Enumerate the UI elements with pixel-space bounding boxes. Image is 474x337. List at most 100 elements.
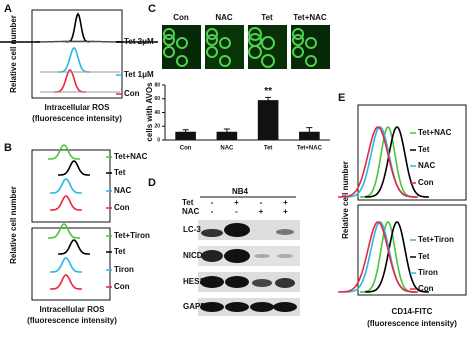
error-bar <box>306 127 313 137</box>
bar <box>175 131 196 140</box>
plot-frame <box>31 9 123 99</box>
histogram-curve <box>50 178 82 194</box>
cell <box>248 27 262 41</box>
treatment-label: NAC <box>182 207 200 216</box>
histogram-curve <box>338 126 418 198</box>
x-tick-label: Tet <box>264 146 273 152</box>
legend-label: Con <box>418 178 434 187</box>
plot-frame <box>31 149 111 223</box>
legend-label: Con <box>124 89 140 98</box>
histogram-curve <box>48 223 80 239</box>
legend-label: Tet+NAC <box>114 152 148 161</box>
cell <box>163 46 175 58</box>
treatment-sign: - <box>235 207 238 216</box>
plot-frame <box>31 227 111 301</box>
cell <box>176 55 188 67</box>
treatment-sign: + <box>234 198 239 207</box>
plot-frame <box>357 104 467 201</box>
y-tick-label: 20 <box>154 124 160 130</box>
y-label: Relative cell number <box>9 15 18 93</box>
bar <box>257 100 279 140</box>
cell <box>206 46 218 58</box>
bar <box>216 131 238 140</box>
treatment-sign: + <box>283 207 288 216</box>
histogram-curve <box>58 239 90 255</box>
x-tick-label: Tet+NAC <box>297 146 323 152</box>
treatment-sign: - <box>211 207 214 216</box>
treatment-sign: - <box>211 198 214 207</box>
legend-label: Tet <box>418 145 430 154</box>
cell <box>292 34 304 46</box>
panel-label: A <box>4 3 12 15</box>
legend-label: Tiron <box>114 265 134 274</box>
panel-label: C <box>148 3 156 15</box>
legend-label: Tet+NAC <box>418 128 452 137</box>
legend-label: Tet+Tiron <box>114 231 150 240</box>
panel-label: B <box>4 142 12 154</box>
histogram-curve <box>54 69 86 93</box>
x-tick-label: NAC <box>220 146 234 152</box>
column-header: Tet+NAC <box>293 13 327 22</box>
cell <box>163 28 175 40</box>
histogram-curve <box>50 274 82 290</box>
cell <box>219 37 231 49</box>
histogram-curve <box>50 257 82 273</box>
legend-label: Tet <box>114 168 126 177</box>
x-tick-label: Con <box>180 146 192 152</box>
histogram-curve <box>66 12 90 43</box>
legend-label: NAC <box>114 186 132 195</box>
error-bar <box>182 129 189 135</box>
y-tick-label: 0 <box>157 137 160 143</box>
plot-frame <box>357 204 467 296</box>
x-label: Intracellular ROS <box>45 103 111 112</box>
panel-label: E <box>338 92 345 104</box>
cell <box>219 55 231 67</box>
histogram-curve <box>360 126 416 198</box>
x-label: Intracellular ROS <box>40 305 106 314</box>
column-header: Con <box>173 13 189 22</box>
y-tick-label: 80 <box>154 82 160 88</box>
error-bar <box>265 96 272 104</box>
y-tick-label: 40 <box>154 110 160 116</box>
y-label: cells with AVOs <box>145 82 154 142</box>
histogram-curve <box>48 144 80 160</box>
cell <box>261 36 275 50</box>
histogram-curve <box>58 47 90 73</box>
cell-line: NB4 <box>232 187 249 196</box>
protein-label: HES1 <box>183 277 204 286</box>
legend-label: Tiron <box>418 268 438 277</box>
column-header: Tet <box>261 13 273 22</box>
cell <box>305 55 317 67</box>
histogram-curve <box>338 221 418 293</box>
column-header: NAC <box>215 13 233 22</box>
x-label: (fluorescence intensity) <box>27 316 117 325</box>
error-bar <box>223 128 230 135</box>
x-label: (fluorescence intensity) <box>32 114 122 123</box>
cell <box>292 46 304 58</box>
blots <box>198 220 300 316</box>
x-label: (fluorescence intensity) <box>367 319 457 328</box>
legend-label: Con <box>114 282 130 291</box>
histogram-curve <box>58 160 90 176</box>
legend-label: Tet 2μM <box>124 37 154 46</box>
treatment-sign: - <box>260 198 263 207</box>
cell <box>206 34 218 46</box>
legend-label: Tet 1μM <box>124 70 154 79</box>
y-label: Relative cell number <box>9 186 18 264</box>
legend-label: Con <box>418 284 434 293</box>
cell <box>176 37 188 49</box>
protein-label: GAPDH <box>183 302 212 311</box>
panel-label: D <box>148 177 156 189</box>
y-tick-label: 60 <box>154 96 160 102</box>
legend-label: Tet <box>114 247 126 256</box>
cell <box>261 54 275 68</box>
histogram-curve <box>50 195 82 211</box>
legend-label: Tet <box>418 252 430 261</box>
legend-label: NAC <box>418 161 436 170</box>
cell <box>292 28 304 40</box>
legend-label: Tet+Tiron <box>418 235 454 244</box>
x-label: CD14-FITC <box>392 307 433 316</box>
annotation: ** <box>264 86 272 97</box>
histogram-curve <box>365 221 429 293</box>
